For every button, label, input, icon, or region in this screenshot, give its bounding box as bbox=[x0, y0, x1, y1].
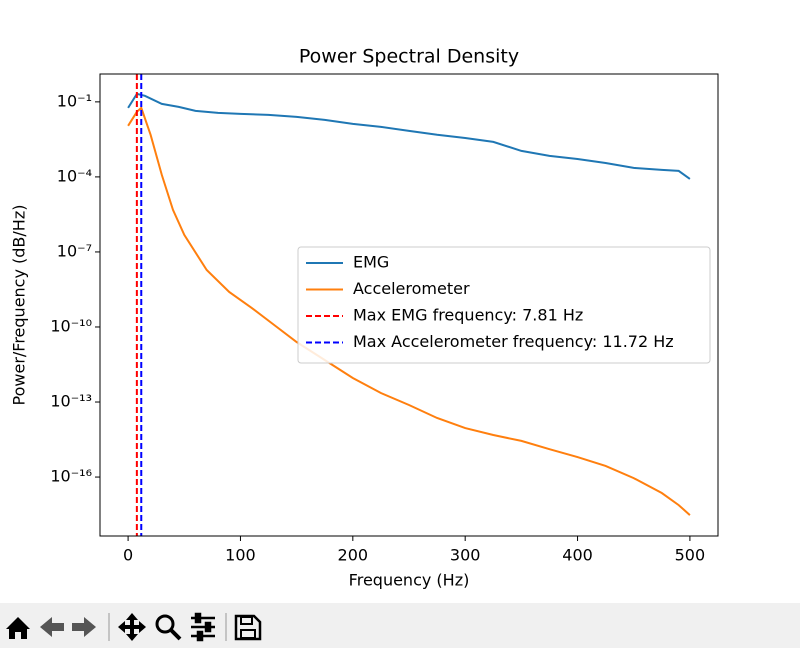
y-tick-label: 10⁻¹ bbox=[57, 91, 92, 110]
x-tick-label: 300 bbox=[450, 546, 481, 565]
y-tick-label: 10⁻¹⁰ bbox=[50, 316, 92, 335]
x-tick-label: 500 bbox=[675, 546, 706, 565]
forward-button[interactable] bbox=[72, 617, 96, 637]
chart: Power Spectral Density Frequency (Hz) Po… bbox=[9, 45, 719, 590]
legend: EMG Accelerometer Max EMG frequency: 7.81 … bbox=[297, 246, 711, 364]
plot-frame bbox=[99, 73, 719, 537]
x-tick-label: 400 bbox=[562, 546, 593, 565]
y-tick-label: 10⁻⁴ bbox=[57, 166, 92, 185]
back-button[interactable] bbox=[40, 617, 64, 637]
x-tick-label: 0 bbox=[123, 546, 133, 565]
toolbar bbox=[0, 603, 800, 648]
x-axis-label: Frequency (Hz) bbox=[349, 571, 470, 590]
series-line bbox=[127, 92, 691, 180]
configure-button[interactable] bbox=[191, 612, 215, 642]
legend-label: Max EMG frequency: 7.81 Hz bbox=[353, 306, 583, 325]
chart-title: Power Spectral Density bbox=[299, 46, 519, 68]
home-button[interactable] bbox=[6, 617, 30, 639]
y-tick-label: 10⁻⁷ bbox=[57, 241, 92, 260]
toolbar-icons bbox=[6, 612, 262, 642]
legend-label: Accelerometer bbox=[353, 279, 470, 298]
zoom-button[interactable] bbox=[155, 614, 182, 641]
legend-label: Max Accelerometer frequency: 11.72 Hz bbox=[353, 332, 674, 351]
pan-button[interactable] bbox=[118, 613, 146, 641]
series-line bbox=[127, 106, 691, 516]
legend-label: EMG bbox=[353, 253, 389, 272]
y-axis-label: Power/Frequency (dB/Hz) bbox=[10, 205, 29, 406]
y-tick-label: 10⁻¹⁶ bbox=[50, 467, 92, 486]
y-tick-label: 10⁻¹³ bbox=[50, 392, 92, 411]
legend-box bbox=[297, 246, 711, 364]
x-tick-label: 100 bbox=[225, 546, 256, 565]
save-button[interactable] bbox=[234, 614, 262, 641]
x-tick-label: 200 bbox=[338, 546, 369, 565]
